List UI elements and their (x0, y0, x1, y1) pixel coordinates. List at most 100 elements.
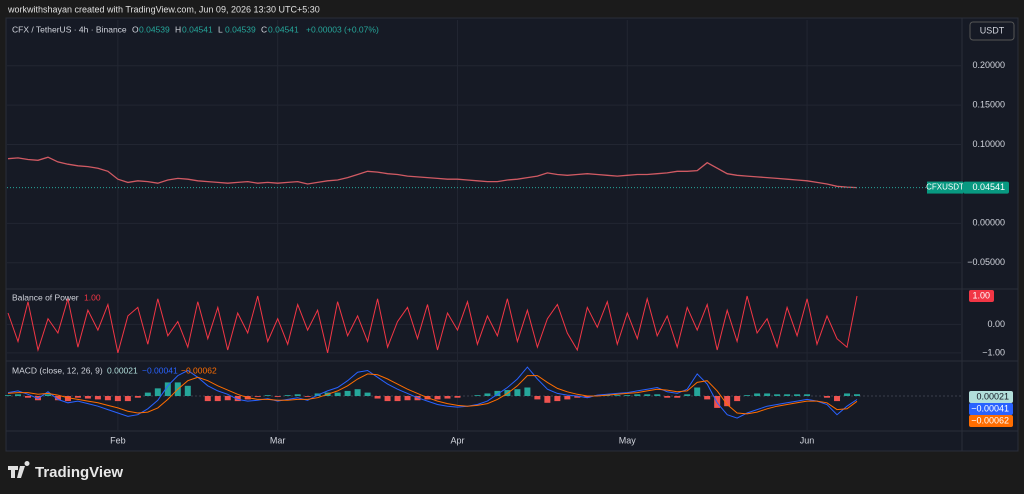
y-tick-label: −1.00 (982, 347, 1005, 357)
macd-label: −0.00041 (971, 403, 1009, 413)
legend-value: −0.00041 (142, 365, 178, 375)
logo: TradingView (8, 461, 123, 481)
histogram-bar (804, 394, 811, 396)
last-value-label-bg (969, 289, 994, 302)
macd-line (7, 366, 858, 419)
histogram-bar (824, 396, 831, 398)
ohlc-value: 0.04541 (182, 24, 213, 34)
histogram-bar (164, 382, 171, 396)
histogram-bar (614, 395, 621, 396)
histogram-bar (384, 396, 391, 402)
histogram-label: 0.00021 (976, 391, 1009, 401)
histogram-bar (734, 396, 741, 402)
last-price-label: 0.04541 (972, 182, 1005, 192)
ohlc-value: 0.04539 (139, 24, 170, 34)
histogram-bar (564, 396, 571, 400)
histogram-bar (744, 395, 751, 396)
histogram-bar (274, 396, 281, 397)
macd-label-bg (969, 403, 1013, 415)
histogram-bar (64, 396, 71, 402)
histogram-bar (114, 396, 121, 402)
currency-button[interactable] (969, 21, 1015, 41)
histogram-bar (294, 394, 301, 396)
x-tick-label: May (619, 435, 637, 445)
y-tick-label: 0.00000 (972, 218, 1005, 228)
histogram-bar (444, 396, 451, 399)
histogram-bar (624, 395, 631, 396)
histogram-bar (754, 393, 761, 396)
histogram-bar (484, 393, 491, 396)
histogram-bar (774, 394, 781, 396)
histogram-bar (374, 396, 381, 399)
histogram-bar (214, 396, 221, 402)
x-tick-label: Apr (450, 435, 464, 445)
histogram-bar (434, 396, 441, 400)
ohlc-value: 0.04541 (268, 24, 299, 34)
last-price-label-bg (963, 181, 1009, 194)
histogram-bar (784, 394, 791, 396)
histogram-bar (634, 394, 641, 396)
histogram-bar (44, 394, 51, 396)
histogram-bar (514, 389, 521, 396)
histogram-bar (844, 393, 851, 396)
histogram-bar (794, 394, 801, 396)
y-tick-label: 0.15000 (972, 100, 1005, 110)
histogram-bar (474, 395, 481, 396)
ohlc-key: O (132, 24, 139, 34)
price-change: +0.00003 (+0.07%) (306, 24, 379, 34)
pane-title: MACD (close, 12, 26, 9) (12, 365, 103, 375)
signal-label: −0.00062 (971, 415, 1009, 425)
histogram-bar (284, 395, 291, 396)
histogram-bar (584, 396, 591, 398)
histogram-bar (574, 396, 581, 398)
histogram-bar (674, 396, 681, 398)
legend-value: −0.00062 (181, 365, 217, 375)
histogram-label-bg (969, 391, 1013, 403)
histogram-bar (264, 395, 271, 396)
histogram-bar (304, 396, 311, 397)
x-tick-label: Mar (270, 435, 286, 445)
logo-icon (8, 461, 30, 478)
histogram-bar (454, 396, 461, 398)
chart-area (5, 17, 1019, 452)
ohlc-key: L (218, 24, 223, 34)
histogram-bar (24, 396, 31, 398)
series-line (7, 295, 858, 354)
histogram-bar (54, 396, 61, 401)
histogram-bar (104, 396, 111, 401)
histogram-bar (694, 387, 701, 396)
histogram-bar (534, 396, 541, 400)
histogram-bar (5, 395, 11, 396)
y-tick-label: 0.10000 (972, 139, 1005, 149)
histogram-bar (554, 396, 561, 402)
histogram-bar (354, 389, 361, 396)
histogram-bar (494, 390, 501, 396)
y-tick-label: 0.20000 (972, 60, 1005, 70)
histogram-bar (724, 396, 731, 407)
macd-line (7, 373, 858, 415)
pane-title: Balance of Power (12, 292, 79, 302)
y-tick-label: −0.05000 (967, 257, 1005, 267)
histogram-bar (134, 396, 141, 398)
histogram-bar (664, 396, 671, 398)
histogram-bar (544, 396, 551, 403)
pane-title: CFX / TetherUS · 4h · Binance (12, 24, 127, 34)
currency-button-label[interactable]: USDT (980, 25, 1005, 35)
histogram-bar (94, 396, 101, 400)
x-tick-label: Feb (110, 435, 126, 445)
y-tick-label: 0.00 (987, 319, 1005, 329)
histogram-bar (84, 396, 91, 399)
histogram-bar (364, 392, 371, 396)
histogram-bar (854, 394, 860, 396)
histogram-bar (144, 392, 151, 396)
histogram-bar (654, 394, 661, 396)
histogram-bar (224, 396, 231, 401)
histogram-bar (254, 396, 261, 397)
x-tick-label: Jun (800, 435, 815, 445)
histogram-bar (184, 385, 191, 396)
symbol-badge-bg (927, 181, 963, 194)
histogram-bar (154, 388, 161, 396)
histogram-bar (124, 396, 131, 402)
histogram-bar (644, 394, 651, 396)
